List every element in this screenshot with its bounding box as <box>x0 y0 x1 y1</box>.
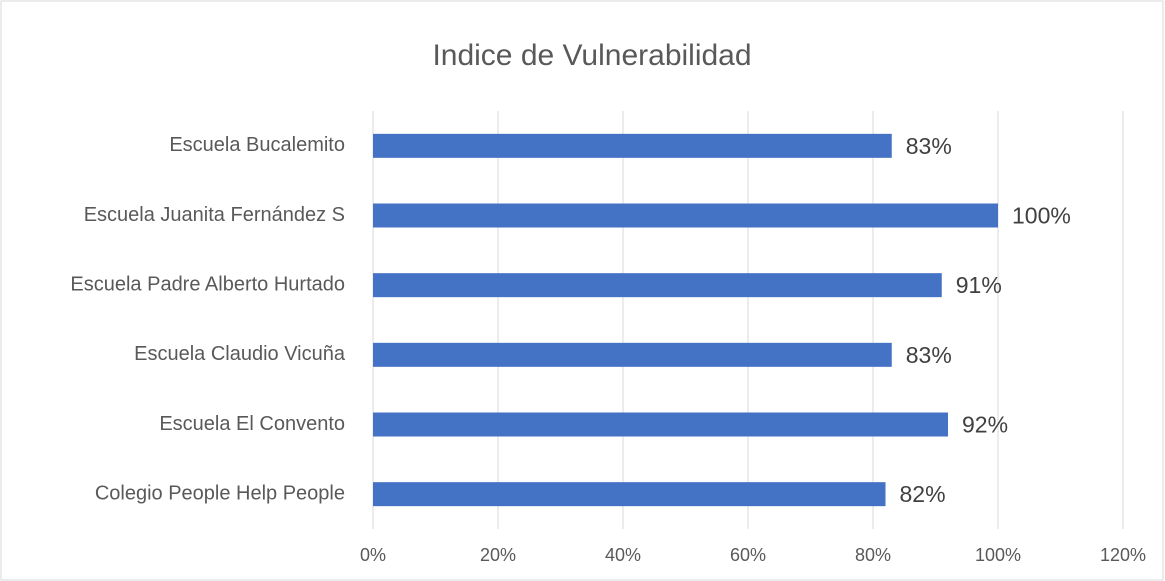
y-tick-label: Escuela Juanita Fernández S <box>84 204 345 226</box>
bar <box>373 482 886 507</box>
y-tick-label: Escuela Bucalemito <box>169 134 345 156</box>
x-tick-label: 80% <box>855 545 891 565</box>
data-label: 91% <box>956 272 1002 298</box>
bar <box>373 133 892 158</box>
data-label: 83% <box>906 342 952 368</box>
y-tick-label: Escuela Padre Alberto Hurtado <box>70 273 345 295</box>
y-tick-label: Colegio People Help People <box>95 482 345 504</box>
chart-title: Indice de Vulnerabilidad <box>432 39 751 72</box>
bar <box>373 342 892 367</box>
bar <box>373 412 948 437</box>
data-label: 92% <box>962 412 1008 438</box>
x-tick-label: 40% <box>605 545 641 565</box>
bar <box>373 273 942 298</box>
x-tick-label: 20% <box>480 545 516 565</box>
x-tick-label: 100% <box>975 545 1021 565</box>
bar <box>373 203 998 228</box>
x-tick-label: 60% <box>730 545 766 565</box>
data-label: 100% <box>1012 203 1071 229</box>
y-tick-label: Escuela Claudio Vicuña <box>134 343 346 365</box>
y-tick-label: Escuela El Convento <box>159 413 345 435</box>
data-label: 82% <box>900 481 946 507</box>
x-tick-label: 0% <box>360 545 386 565</box>
data-label: 83% <box>906 133 952 159</box>
x-tick-label: 120% <box>1100 545 1146 565</box>
